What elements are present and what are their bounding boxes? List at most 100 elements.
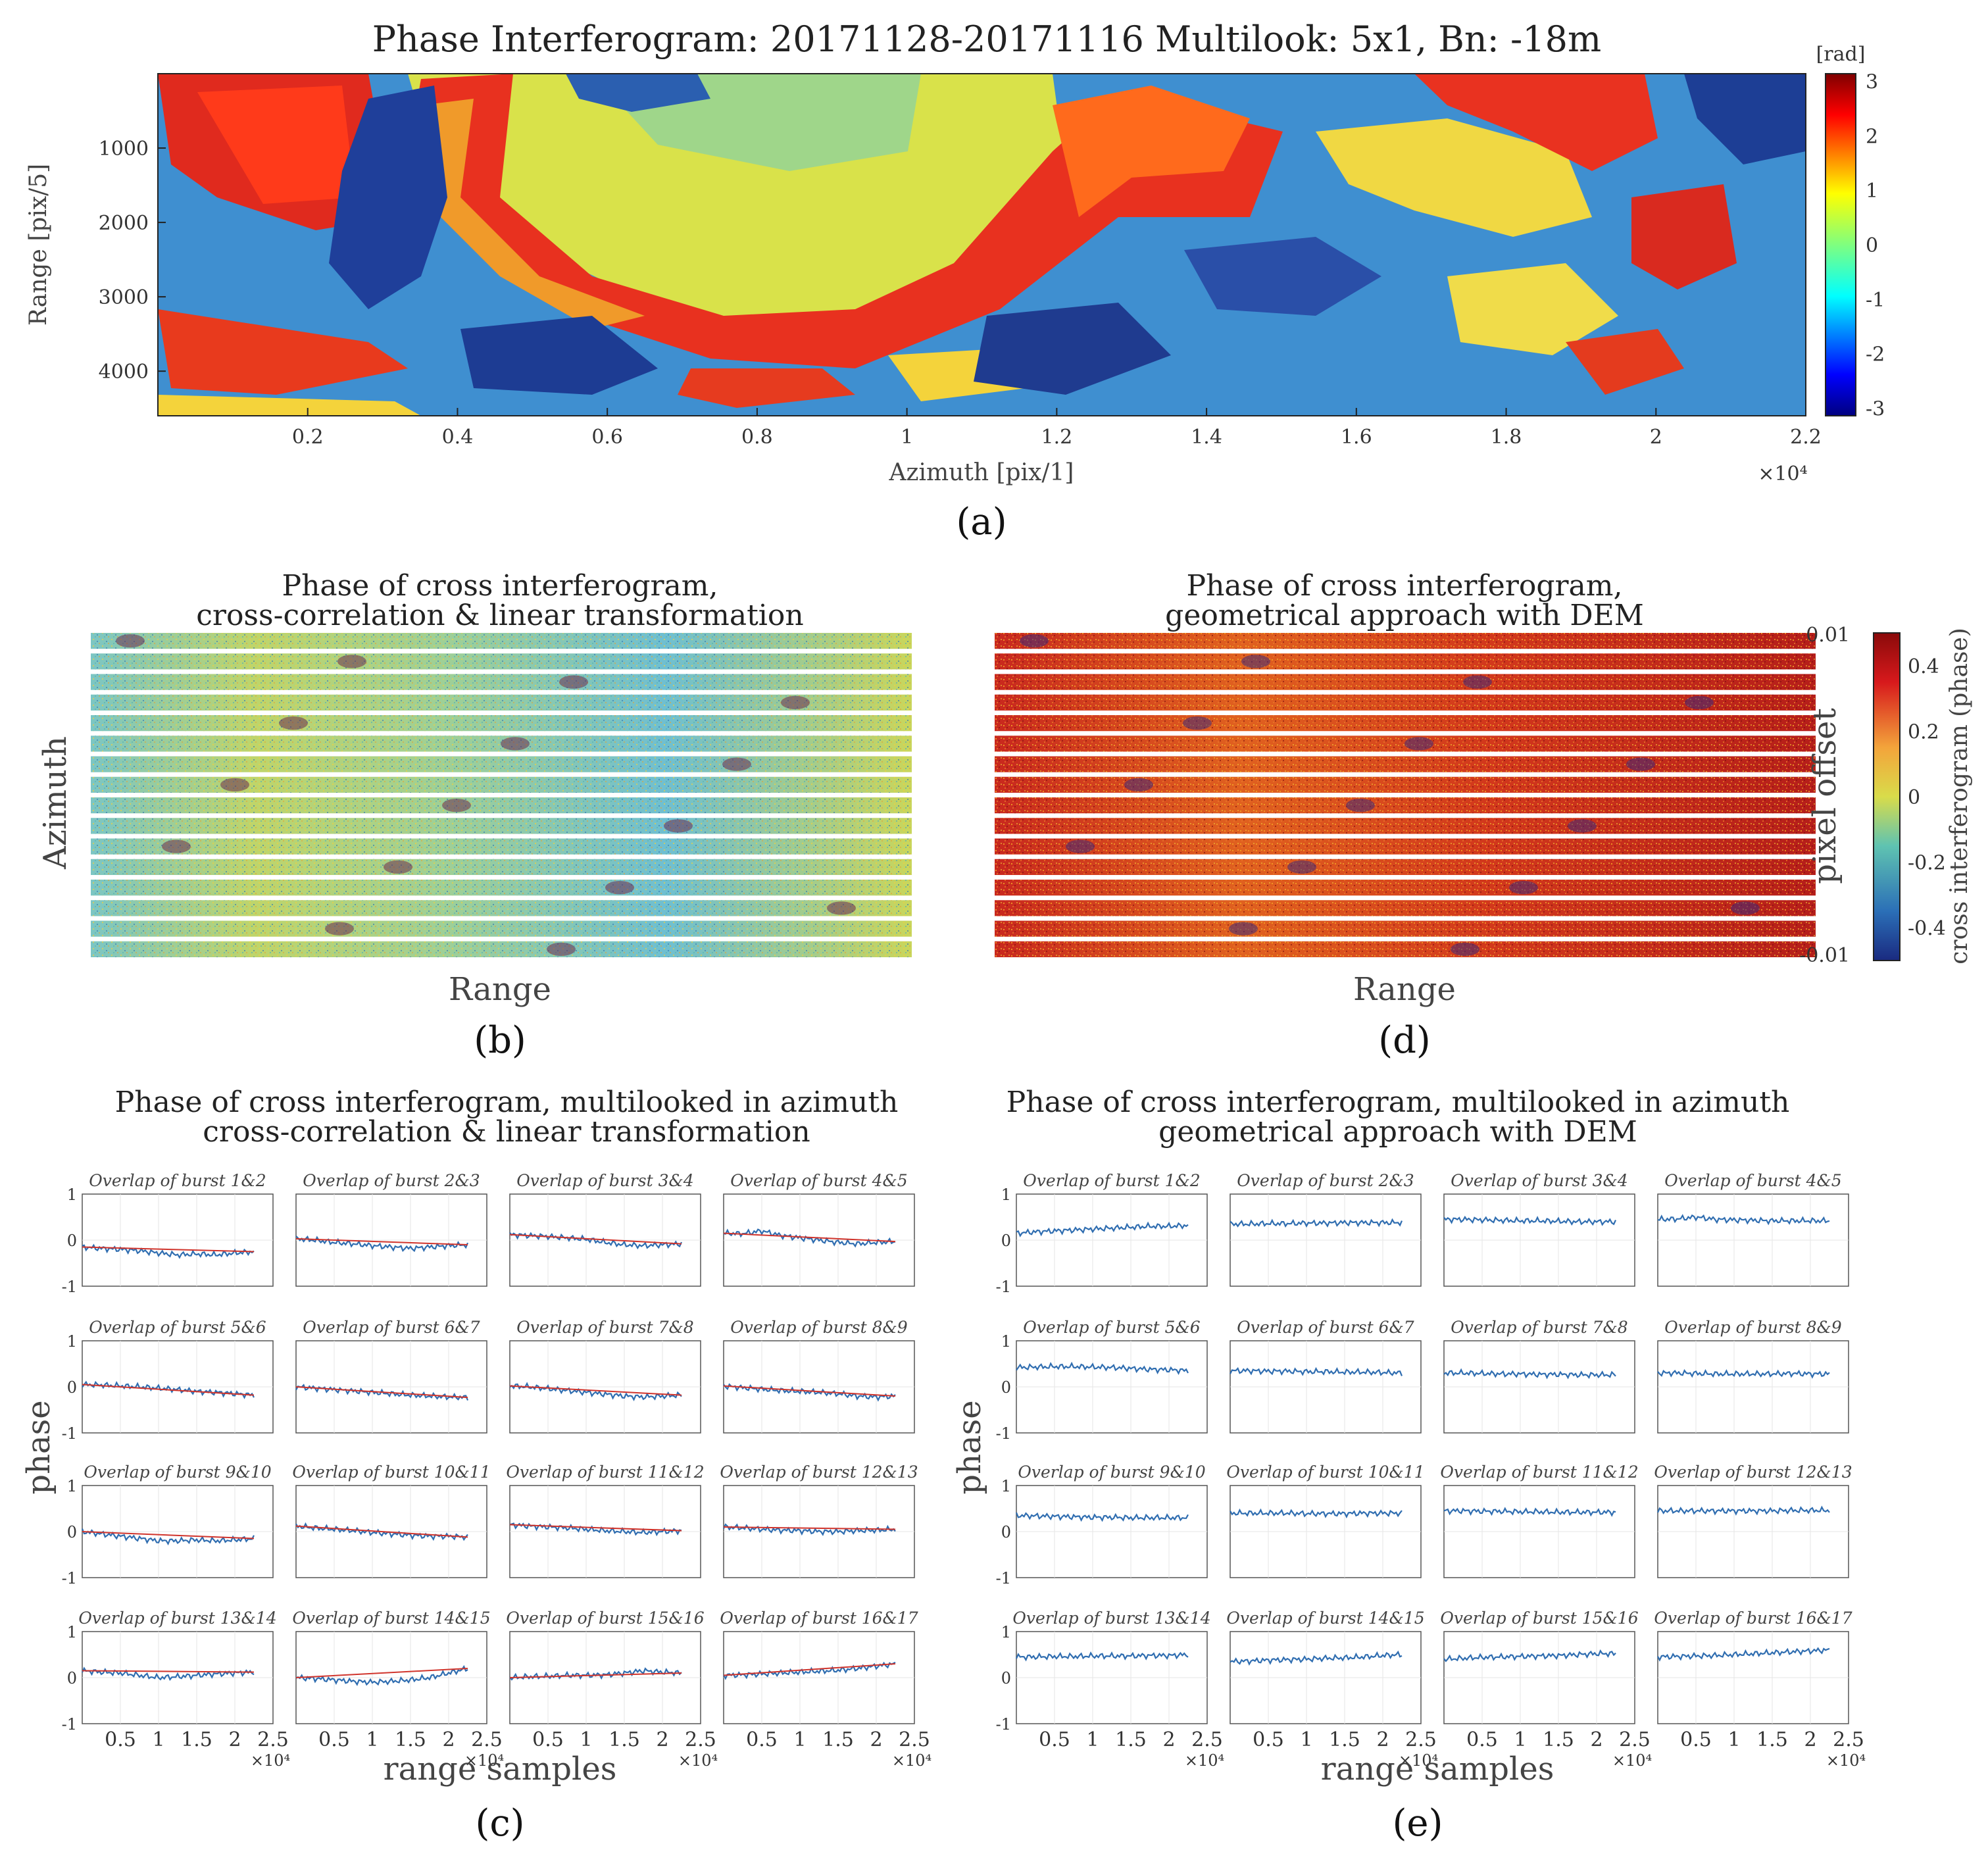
overlap-fit-line (295, 1525, 468, 1538)
subplot-x-tick-label: 2 (870, 1728, 882, 1751)
subplot-x-tick-label: 2 (1162, 1728, 1175, 1751)
subplot-x-tick-label: 1.5 (395, 1728, 426, 1751)
overlap-fit-line (723, 1526, 896, 1530)
panel-b-xlabel: Range (449, 971, 551, 1008)
panel-a-x-tick-label: 0.4 (442, 426, 474, 449)
overlap-series-line (1443, 1649, 1616, 1663)
cross-interferogram-strip (995, 736, 1816, 752)
subplot-x-tick-label: 1 (1300, 1728, 1312, 1751)
subplot-x-tick-label: 2 (656, 1728, 668, 1751)
cross-interferogram-strip (91, 900, 912, 916)
overlap-series-line (1657, 1647, 1830, 1662)
cross-interferogram-strip (995, 756, 1816, 772)
overlap-subplot-title: Overlap of burst 8&9 (730, 1318, 908, 1337)
subplot-x-tick-label: 1 (580, 1728, 592, 1751)
subplot-y-tick-label: 1 (67, 1186, 77, 1204)
cross-interferogram-strip (995, 859, 1816, 875)
panel-b-label: (b) (474, 1019, 526, 1062)
cross-interferogram-strip (995, 674, 1816, 690)
panel-a-x-tick-label: 1 (901, 426, 913, 449)
overlap-subplot-title: Overlap of burst 5&6 (89, 1318, 266, 1337)
subplot-x-tick-label: 0.5 (532, 1728, 564, 1751)
subplot-x-tick-label: 1.5 (181, 1728, 212, 1751)
overlap-subplot-title: Overlap of burst 1&2 (89, 1171, 266, 1190)
subplot-y-tick-label: 0 (1001, 1378, 1011, 1397)
colorbar-right-tick-label: 0 (1908, 786, 1920, 809)
colorbar-left-top: 0.01 (1806, 624, 1850, 647)
overlap-subplot: Overlap of burst 11&12 (506, 1462, 705, 1578)
panel-e-title-1: Phase of cross interferogram, multilooke… (1006, 1086, 1790, 1119)
overlap-subplot: Overlap of burst 9&10 1 0 -1 (62, 1462, 274, 1588)
subplot-x-tick-label: 2 (442, 1728, 455, 1751)
subplot-x-tick-label: 1 (793, 1728, 806, 1751)
colorbar-right-ticks: 0.4 0.2 0 -0.2 -0.4 (1908, 655, 1946, 940)
overlap-subplot-title: Overlap of burst 9&10 (1018, 1462, 1205, 1482)
cross-interferogram-strip (91, 715, 912, 732)
cross-interferogram-strip (91, 756, 912, 772)
cross-interferogram-strip (995, 900, 1816, 916)
panel-a-y-tick-label: 4000 (99, 361, 149, 384)
subplot-x-tick-label: 2.5 (471, 1728, 503, 1751)
colorbar-right-tick-label: -0.4 (1908, 917, 1946, 940)
overlap-subplot: Overlap of burst 6&7 (1230, 1318, 1422, 1434)
subplot-x-tick-label: 1 (1086, 1728, 1099, 1751)
subplot-y-tick-label: 0 (67, 1523, 77, 1541)
subplot-x-tick-label: 1.5 (1329, 1728, 1360, 1751)
panel-a-colorbar-ticks: 3 2 1 0 -1 -2 -3 (1866, 71, 1885, 421)
overlap-fit-line (509, 1385, 682, 1396)
subplot-y-tick-label: -1 (996, 1278, 1011, 1296)
overlap-subplot-title: Overlap of burst 16&17 (720, 1609, 918, 1628)
overlap-subplot: Overlap of burst 14&15 0.5 1 1.5 2 2.5×10⁴ (1226, 1609, 1438, 1770)
panel-c-title-2: cross-correlation & linear transformatio… (203, 1115, 810, 1149)
cross-interferogram-strip (995, 941, 1816, 957)
overlap-subplot: Overlap of burst 9&10 1 0 -1 (996, 1462, 1208, 1588)
cross-interferogram-strip (91, 694, 912, 711)
subplot-x-tick-label: 2.5 (1191, 1728, 1223, 1751)
colorbar-left-bottom: -0.01 (1799, 944, 1850, 967)
panel-d-strips (995, 633, 1816, 957)
overlap-subplot: Overlap of burst 1&2 1 0 -1 (996, 1171, 1208, 1296)
panel-a-title: Phase Interferogram: 20171128-20171116 M… (372, 18, 1601, 60)
overlap-subplot-title: Overlap of burst 4&5 (1664, 1171, 1841, 1190)
overlap-fit-line (82, 1531, 255, 1539)
overlap-subplot-title: Overlap of burst 12&13 (720, 1462, 918, 1482)
cross-interferogram-strip (91, 941, 912, 957)
overlap-subplot-title: Overlap of burst 13&14 (78, 1609, 276, 1628)
overlap-fit-line (723, 1385, 896, 1397)
subplot-y-tick-label: -1 (62, 1424, 77, 1443)
panel-b-title-2: cross-correlation & linear transformatio… (196, 599, 803, 632)
overlap-subplot-title: Overlap of burst 14&15 (292, 1609, 490, 1628)
overlap-subplot: Overlap of burst 1&2 1 0 -1 (62, 1171, 274, 1296)
panel-a-colorbar-tick-label: -2 (1866, 343, 1885, 366)
overlap-subplot: Overlap of burst 8&9 (723, 1318, 915, 1434)
overlap-subplot: Overlap of burst 16&17 0.5 1 1.5 2 2.5×10⁴ (1654, 1609, 1866, 1770)
overlap-subplot: Overlap of burst 5&6 1 0 -1 (62, 1318, 274, 1443)
colorbar-left-label: pixel offset (1806, 708, 1843, 884)
subplot-y-tick-label: 1 (67, 1477, 77, 1495)
panel-c-xlabel: range samples (384, 1751, 617, 1788)
subplot-y-tick-label: 1 (1001, 1186, 1011, 1204)
overlap-subplot-title: Overlap of burst 14&15 (1226, 1609, 1424, 1628)
panel-a-colorbar-unit: [rad] (1816, 43, 1866, 66)
panel-a-x-tick-label: 1.2 (1041, 426, 1073, 449)
overlap-subplot: Overlap of burst 3&4 (1443, 1171, 1635, 1287)
cross-interferogram-strip (995, 818, 1816, 834)
panel-a-x-tick-label: 1.8 (1491, 426, 1522, 449)
panel-a-x-multiplier: ×10⁴ (1758, 463, 1807, 486)
overlap-subplot: Overlap of burst 6&7 (295, 1318, 487, 1434)
colorbar-right-tick-label: 0.4 (1908, 655, 1939, 678)
overlap-subplot: Overlap of burst 8&9 (1657, 1318, 1849, 1434)
overlap-series-line (1657, 1214, 1830, 1226)
subplot-x-multiplier: ×10⁴ (1399, 1751, 1438, 1770)
subplot-x-tick-label: 2.5 (1619, 1728, 1651, 1751)
overlap-subplot-title: Overlap of burst 7&8 (1451, 1318, 1628, 1337)
panel-b-strips (91, 633, 912, 957)
cross-interferogram-strip (91, 736, 912, 752)
overlap-subplot-title: Overlap of burst 2&3 (1237, 1171, 1414, 1190)
overlap-series-line (1016, 1221, 1189, 1238)
overlap-subplot-title: Overlap of burst 3&4 (516, 1171, 693, 1190)
panel-bd-colorbar (1873, 632, 1901, 961)
panel-a-x-ticks: 0.2 0.4 0.6 0.8 1 1.2 1.4 1.6 1.8 2 2.2 (292, 408, 1822, 449)
